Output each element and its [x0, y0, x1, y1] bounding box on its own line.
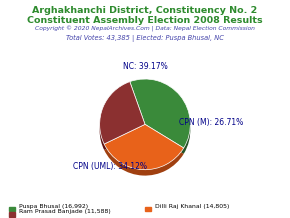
Text: NC: 39.17%: NC: 39.17% [123, 62, 167, 71]
Wedge shape [100, 82, 145, 144]
Text: Dilli Raj Khanal (14,805): Dilli Raj Khanal (14,805) [155, 204, 229, 209]
Wedge shape [130, 85, 190, 154]
Text: Ram Prasad Banjade (11,588): Ram Prasad Banjade (11,588) [19, 209, 110, 214]
Text: CPN (UML): 34.12%: CPN (UML): 34.12% [72, 162, 147, 170]
Text: CPN (M): 26.71%: CPN (M): 26.71% [179, 118, 243, 127]
Text: Total Votes: 43,385 | Elected: Puspa Bhusal, NC: Total Votes: 43,385 | Elected: Puspa Bhu… [66, 34, 224, 42]
Wedge shape [130, 79, 190, 148]
Wedge shape [104, 124, 184, 170]
Text: Copyright © 2020 NepalArchives.Com | Data: Nepal Election Commission: Copyright © 2020 NepalArchives.Com | Dat… [35, 26, 255, 32]
Text: Constituent Assembly Election 2008 Results: Constituent Assembly Election 2008 Resul… [27, 16, 263, 25]
Wedge shape [104, 130, 184, 175]
Text: Puspa Bhusal (16,992): Puspa Bhusal (16,992) [19, 204, 88, 209]
Wedge shape [100, 87, 145, 150]
Text: Arghakhanchi District, Constituency No. 2: Arghakhanchi District, Constituency No. … [32, 6, 258, 15]
